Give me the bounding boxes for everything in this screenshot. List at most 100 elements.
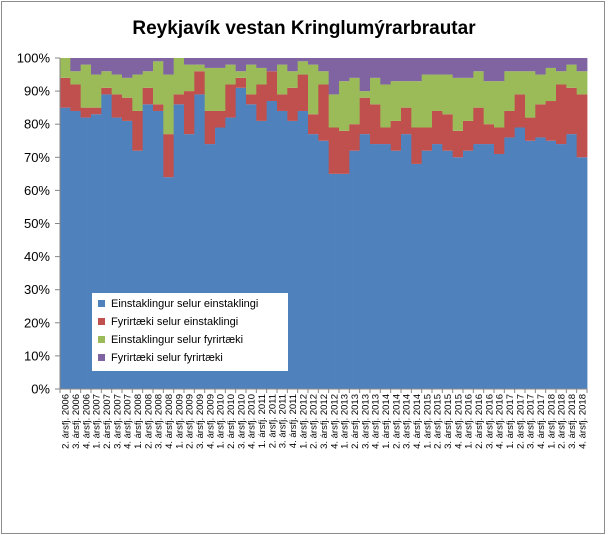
bar-segment xyxy=(101,71,113,88)
bar-segment xyxy=(297,74,309,111)
bar-segment xyxy=(401,81,412,108)
bar-segment xyxy=(401,134,412,389)
bar-segment xyxy=(142,58,154,72)
bar-segment xyxy=(442,58,454,75)
bar-segment xyxy=(70,58,82,72)
bar-segment xyxy=(101,94,113,389)
y-tick-label: 30% xyxy=(24,282,50,297)
bar-segment xyxy=(514,127,526,389)
bar-segment xyxy=(535,74,547,105)
bar-segment xyxy=(70,84,82,111)
bar-segment xyxy=(111,58,123,75)
bar-segment xyxy=(463,120,474,151)
bar-segment xyxy=(339,81,350,131)
bar-segment xyxy=(277,58,288,65)
bar-segment xyxy=(256,120,268,389)
legend-label: Fyrirtæki selur einstaklingi xyxy=(111,316,238,328)
x-tick-label: 2. ársfj. 2018 xyxy=(557,394,568,449)
x-tick-label: 4. ársfj. 2018 xyxy=(577,394,588,449)
bar-segment xyxy=(204,110,216,145)
bar-segment xyxy=(215,58,226,68)
bar-segment xyxy=(504,110,516,138)
x-tick-label: 1. ársfj. 2017 xyxy=(505,394,516,449)
legend-swatch xyxy=(98,318,105,325)
bar-segment xyxy=(452,130,464,158)
x-tick-label: 2. ársfj. 2011 xyxy=(267,394,278,448)
bar-segment xyxy=(194,71,206,95)
bar-segment xyxy=(494,153,505,389)
bar-segment xyxy=(514,58,526,72)
bar-segment xyxy=(556,71,567,85)
bar-segment xyxy=(184,58,195,65)
bars xyxy=(60,58,588,390)
bar-segment xyxy=(256,84,268,121)
bar-segment xyxy=(514,94,526,128)
bar-segment xyxy=(225,117,237,389)
legend-box xyxy=(92,293,288,371)
legend-label: Einstaklingur selur einstaklingi xyxy=(111,298,258,310)
bar-segment xyxy=(122,77,133,98)
x-tick-label: 4. ársfj. 2008 xyxy=(164,394,175,449)
bar-segment xyxy=(463,58,474,78)
bar-segment xyxy=(204,58,216,68)
bar-segment xyxy=(349,77,361,125)
bar-segment xyxy=(308,64,319,115)
bar-segment xyxy=(266,101,278,389)
bar-segment xyxy=(70,110,82,390)
bar-segment xyxy=(60,77,71,108)
bar-segment xyxy=(277,94,288,111)
bar-segment xyxy=(111,117,123,389)
bar-segment xyxy=(421,127,433,151)
bar-segment xyxy=(142,87,154,105)
bar-segment xyxy=(483,81,495,125)
x-tick-label: 3. ársfj. 2013 xyxy=(360,394,371,449)
bar-segment xyxy=(380,58,392,85)
bar-segment xyxy=(483,124,495,145)
bar-segment xyxy=(494,58,505,82)
x-tick-label: 3. ársfj. 2011 xyxy=(278,394,289,448)
bar-segment xyxy=(370,144,381,389)
bar-segment xyxy=(91,58,102,75)
bar-segment xyxy=(256,58,268,68)
x-tick-label: 1. ársfj. 2018 xyxy=(546,394,557,449)
bar-segment xyxy=(349,150,361,389)
bar-segment xyxy=(576,157,588,389)
bar-segment xyxy=(153,104,164,111)
bar-segment xyxy=(525,58,536,72)
bar-segment xyxy=(184,91,195,135)
x-axis-ticks: 2. ársfj. 2006 3. ársfj. 2006 4. ársfj. 20… xyxy=(59,389,588,449)
bar-segment xyxy=(235,58,247,72)
bar-segment xyxy=(328,173,340,389)
bar-segment xyxy=(318,71,330,85)
bar-segment xyxy=(545,140,557,389)
bar-segment xyxy=(277,110,288,390)
bar-segment xyxy=(318,58,330,72)
x-tick-label: 1. ársfj. 2015 xyxy=(422,394,433,449)
bar-segment xyxy=(452,77,464,131)
bar-segment xyxy=(142,71,154,88)
bar-segment xyxy=(122,97,133,121)
bar-segment xyxy=(421,58,433,75)
bar-segment xyxy=(235,77,247,88)
x-tick-label: 2. ársfj. 2016 xyxy=(474,394,485,449)
bar-segment xyxy=(215,67,226,111)
bar-segment xyxy=(401,107,412,135)
legend-label: Einstaklingur selur fyrirtæki xyxy=(111,334,243,346)
bar-segment xyxy=(225,58,237,65)
bar-segment xyxy=(370,58,381,78)
bar-segment xyxy=(80,64,92,108)
x-tick-label: 4. ársfj. 2009 xyxy=(205,394,216,449)
bar-segment xyxy=(297,61,309,75)
bar-segment xyxy=(204,67,216,111)
bar-segment xyxy=(163,58,175,75)
bar-segment xyxy=(514,71,526,95)
bar-segment xyxy=(163,134,175,178)
bar-segment xyxy=(308,58,319,65)
bar-segment xyxy=(370,77,381,105)
y-axis-ticks: 0% 10% 20% 30% 40% 50% 60% 70% 80% 90% 100% xyxy=(17,51,60,397)
bar-segment xyxy=(535,58,547,75)
bar-segment xyxy=(287,58,299,72)
bar-segment xyxy=(194,94,206,389)
